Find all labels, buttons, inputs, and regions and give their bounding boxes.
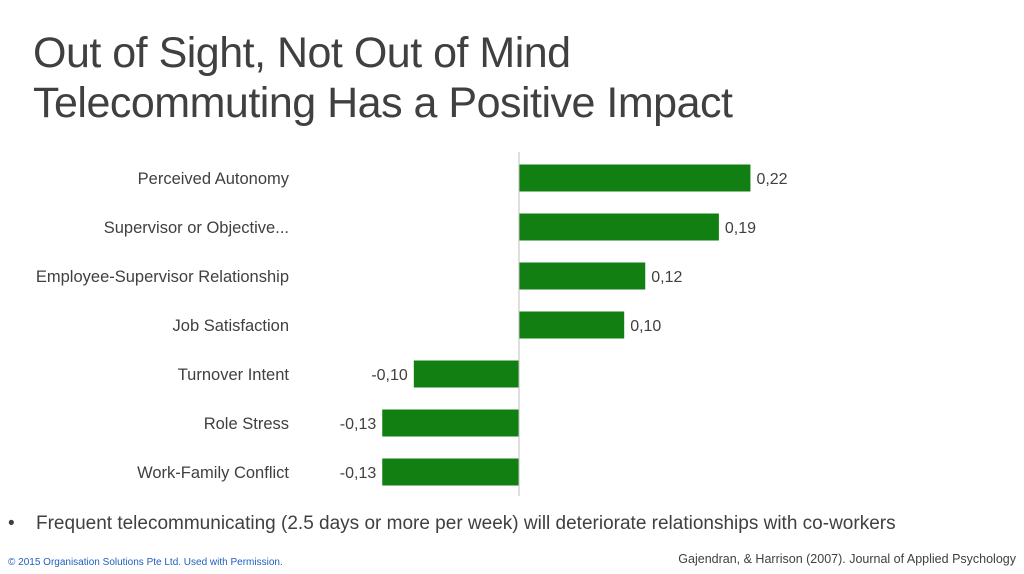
bullet-point: • Frequent telecommunicating (2.5 days or… [8, 513, 896, 535]
data-label: -0,10 [371, 367, 408, 384]
bar [519, 262, 646, 290]
bar [519, 311, 625, 339]
title-line-1: Out of Sight, Not Out of Mind [33, 29, 571, 77]
category-label: Perceived Autonomy [138, 170, 290, 188]
category-label: Role Stress [204, 415, 289, 433]
category-label: Supervisor or Objective... [104, 219, 289, 237]
category-label: Employee-Supervisor Relationship [36, 268, 289, 286]
title-line-2: Telecommuting Has a Positive Impact [33, 79, 733, 127]
bar [413, 360, 519, 388]
bar [519, 164, 751, 192]
data-label: -0,13 [340, 416, 377, 433]
data-label: -0,13 [340, 465, 377, 482]
category-label: Work-Family Conflict [137, 464, 289, 482]
bar [519, 213, 719, 241]
data-label: 0,19 [725, 220, 756, 237]
data-label: 0,22 [756, 171, 787, 188]
copyright: © 2015 Organisation Solutions Pte Ltd. U… [8, 557, 283, 568]
bar [382, 409, 519, 437]
slide-title: Out of Sight, Not Out of Mind Telecommut… [33, 28, 733, 128]
bullet-text: Frequent telecommunicating (2.5 days or … [36, 513, 896, 534]
category-label: Turnover Intent [178, 366, 290, 384]
bullet-icon: • [8, 513, 15, 534]
data-label: 0,12 [651, 269, 682, 286]
bar [382, 458, 519, 486]
category-label: Job Satisfaction [173, 317, 289, 335]
data-label: 0,10 [630, 318, 661, 335]
citation: Gajendran, & Harrison (2007). Journal of… [678, 552, 1016, 566]
